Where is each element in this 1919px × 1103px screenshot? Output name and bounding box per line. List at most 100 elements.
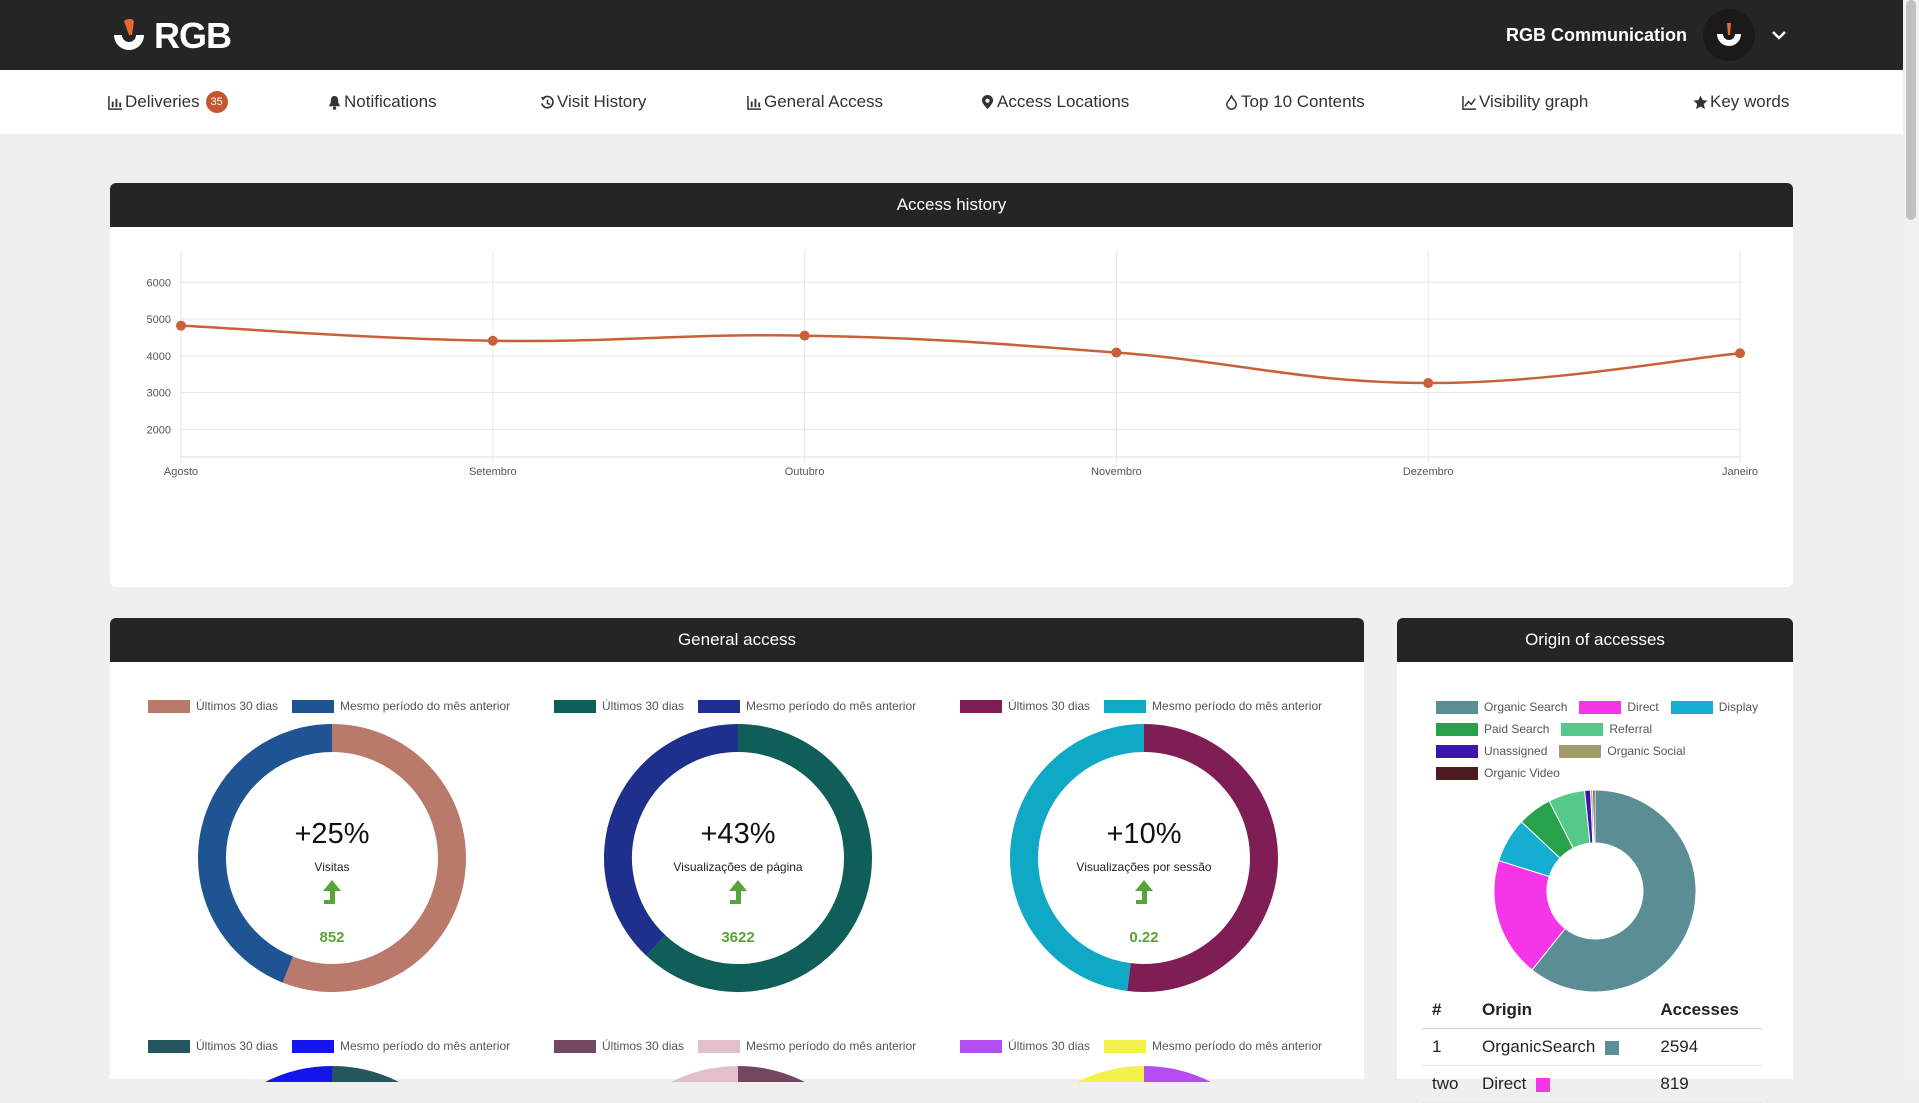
legend-label[interactable]: Display bbox=[1718, 700, 1759, 714]
legend-label[interactable]: Últimos 30 dias bbox=[602, 699, 685, 713]
donut-chart-partial bbox=[265, 1066, 399, 1082]
donut-segment-current[interactable] bbox=[737, 1066, 805, 1082]
metric-label: Visualizações de página bbox=[673, 860, 803, 874]
data-point[interactable] bbox=[1423, 378, 1434, 389]
nav-notifications-label: Notifications bbox=[344, 92, 437, 111]
nav-notifications[interactable]: Notifications bbox=[327, 70, 437, 134]
legend-label[interactable]: Organic Social bbox=[1607, 744, 1686, 758]
legend-label[interactable]: Unassigned bbox=[1484, 744, 1548, 758]
donut-segment-current[interactable] bbox=[1127, 724, 1278, 992]
donut-segment-previous[interactable] bbox=[1077, 1066, 1145, 1082]
row-origin-label: OrganicSearch bbox=[1482, 1037, 1596, 1056]
legend-swatch[interactable] bbox=[1436, 766, 1478, 780]
legend-swatch[interactable] bbox=[960, 699, 1002, 713]
legend-swatch[interactable] bbox=[1559, 744, 1602, 758]
bar-chart-icon bbox=[747, 95, 762, 110]
nav-deliveries[interactable]: Deliveries 35 bbox=[108, 70, 228, 134]
legend-label[interactable]: Últimos 30 dias bbox=[196, 1039, 279, 1053]
donut-segment-current[interactable] bbox=[1143, 1066, 1211, 1082]
donut-legend: Últimos 30 dias Mesmo período do mês ante… bbox=[960, 699, 1330, 713]
legend-label[interactable]: Referral bbox=[1609, 722, 1653, 736]
donut-segment-previous[interactable] bbox=[671, 1066, 739, 1082]
legend-label[interactable]: Mesmo período do mês anterior bbox=[746, 1039, 917, 1053]
legend-swatch[interactable] bbox=[1579, 700, 1622, 714]
donut-segment-previous[interactable] bbox=[1010, 724, 1145, 991]
pie-slice[interactable] bbox=[1592, 789, 1596, 844]
data-point[interactable] bbox=[1735, 348, 1745, 359]
donut-segment-current[interactable] bbox=[282, 724, 466, 992]
legend-swatch[interactable] bbox=[1104, 699, 1147, 713]
row-accesses: 819 bbox=[1650, 1065, 1762, 1103]
legend-swatch[interactable] bbox=[698, 1039, 741, 1053]
avatar[interactable] bbox=[1703, 9, 1755, 61]
legend-swatch[interactable] bbox=[148, 1039, 190, 1053]
legend-row: Organic Video bbox=[1436, 762, 1776, 784]
legend-label[interactable]: Mesmo período do mês anterior bbox=[340, 1039, 511, 1053]
account-menu[interactable]: RGB Communication bbox=[1506, 9, 1787, 61]
nav-general-access[interactable]: General Access bbox=[747, 70, 883, 134]
legend-label[interactable]: Direct bbox=[1627, 700, 1659, 714]
donut-center: +10% Visualizações por sessão 0.22 bbox=[1008, 722, 1280, 994]
nav-visit-history[interactable]: Visit History bbox=[540, 70, 646, 134]
nav-access-locations[interactable]: Access Locations bbox=[980, 70, 1129, 134]
page-scrollbar[interactable] bbox=[1903, 0, 1919, 1079]
donut-segment-previous[interactable] bbox=[198, 724, 333, 983]
donut-segment-current[interactable] bbox=[646, 724, 872, 992]
donut-segment-previous[interactable] bbox=[265, 1066, 333, 1082]
legend-swatch[interactable] bbox=[1436, 722, 1478, 736]
nav-visibility[interactable]: Visibility graph bbox=[1462, 70, 1588, 134]
donut-chart bbox=[198, 724, 466, 992]
legend-label[interactable]: Últimos 30 dias bbox=[196, 699, 279, 713]
data-point[interactable] bbox=[1111, 347, 1122, 358]
scrollbar-thumb[interactable] bbox=[1906, 0, 1916, 220]
legend-row: Paid Search Referral bbox=[1436, 718, 1776, 740]
legend-label[interactable]: Mesmo período do mês anterior bbox=[340, 699, 511, 713]
data-point[interactable] bbox=[487, 335, 498, 346]
star-icon bbox=[1693, 94, 1708, 109]
legend-label[interactable]: Últimos 30 dias bbox=[1008, 1039, 1091, 1053]
donut-segment-current[interactable] bbox=[331, 1066, 399, 1082]
metric-value: 3622 bbox=[721, 929, 755, 946]
legend-label[interactable]: Paid Search bbox=[1484, 722, 1550, 736]
legend-swatch[interactable] bbox=[1436, 744, 1478, 758]
donut-segment-previous[interactable] bbox=[604, 724, 739, 956]
legend-label[interactable]: Mesmo período do mês anterior bbox=[746, 699, 917, 713]
legend-label[interactable]: Últimos 30 dias bbox=[602, 1039, 685, 1053]
donut-chart-partial bbox=[671, 1066, 805, 1082]
legend-label[interactable]: Organic Video bbox=[1484, 766, 1560, 780]
legend-swatch[interactable] bbox=[1670, 700, 1713, 714]
pie-slice[interactable] bbox=[1531, 789, 1697, 993]
x-tick-label: Setembro bbox=[469, 466, 517, 478]
x-tick-label: Agosto bbox=[164, 466, 198, 478]
donut-legend: Últimos 30 dias Mesmo período do mês ante… bbox=[554, 1039, 924, 1053]
legend-swatch[interactable] bbox=[698, 699, 741, 713]
legend-swatch[interactable] bbox=[960, 1039, 1002, 1053]
line-chart-icon bbox=[1462, 95, 1477, 110]
col-accesses: Accesses bbox=[1650, 992, 1762, 1029]
nav-top10[interactable]: Top 10 Contents bbox=[1224, 70, 1365, 134]
legend-swatch[interactable] bbox=[292, 699, 335, 713]
legend-swatch[interactable] bbox=[148, 699, 190, 713]
legend-label[interactable]: Mesmo período do mês anterior bbox=[1152, 699, 1323, 713]
donut-legend: Últimos 30 dias Mesmo período do mês ante… bbox=[148, 1039, 518, 1053]
nav-access-locations-label: Access Locations bbox=[997, 92, 1130, 111]
legend-label[interactable]: Organic Search bbox=[1484, 700, 1568, 714]
x-tick-label: Novembro bbox=[1091, 466, 1142, 478]
legend-swatch[interactable] bbox=[1561, 722, 1604, 736]
chevron-down-icon[interactable] bbox=[1771, 29, 1787, 41]
legend-label[interactable]: Últimos 30 dias bbox=[1008, 699, 1091, 713]
data-point[interactable] bbox=[176, 320, 186, 331]
top-bar: RGB RGB Communication bbox=[0, 0, 1903, 70]
donut-legend: Últimos 30 dias Mesmo período do mês ante… bbox=[554, 699, 924, 713]
nav-deliveries-label: Deliveries bbox=[125, 92, 200, 111]
legend-swatch[interactable] bbox=[1436, 700, 1478, 714]
legend-swatch[interactable] bbox=[554, 1039, 596, 1053]
logo[interactable]: RGB bbox=[108, 15, 232, 56]
legend-swatch[interactable] bbox=[1104, 1039, 1147, 1053]
legend-swatch[interactable] bbox=[554, 699, 596, 713]
donut-center: +25% Visitas 852 bbox=[196, 722, 468, 994]
nav-keywords[interactable]: Key words bbox=[1693, 70, 1789, 134]
legend-swatch[interactable] bbox=[292, 1039, 335, 1053]
legend-label[interactable]: Mesmo período do mês anterior bbox=[1152, 1039, 1323, 1053]
data-point[interactable] bbox=[799, 330, 810, 341]
